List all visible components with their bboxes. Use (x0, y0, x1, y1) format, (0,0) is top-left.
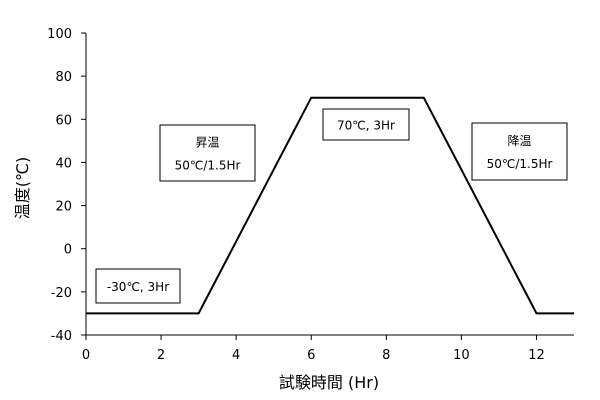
y-tick-label: 20 (55, 200, 72, 215)
x-tick-label: 6 (307, 348, 315, 363)
x-tick-label: 2 (157, 348, 165, 363)
annotation-ramp-up: 昇温 50℃/1.5Hr (160, 125, 255, 181)
annotation-label: 70℃, 3Hr (337, 119, 395, 133)
annotation-label: 50℃/1.5Hr (487, 157, 553, 171)
y-tick-label: 60 (55, 113, 72, 128)
y-tick-label: 80 (55, 70, 72, 85)
x-tick-label: 0 (82, 348, 90, 363)
y-tick-label: 100 (47, 27, 72, 42)
y-tick-label: -40 (51, 329, 72, 344)
y-tick-label: 0 (64, 243, 72, 258)
y-tick-label: -20 (51, 286, 72, 301)
annotation-label: 昇温 (195, 136, 219, 150)
annotation-hot-hold: 70℃, 3Hr (323, 109, 409, 140)
annotation-label: 50℃/1.5Hr (175, 159, 241, 173)
annotation-box (472, 123, 567, 180)
x-tick-label: 12 (528, 348, 545, 363)
y-tick-label: 40 (55, 156, 72, 171)
y-axis-title: 温度(℃) (13, 157, 32, 219)
x-tick-label: 8 (382, 348, 390, 363)
annotation-ramp-down: 降温 50℃/1.5Hr (472, 123, 567, 180)
annotation-cold-hold: -30℃, 3Hr (96, 269, 180, 303)
x-tick-label: 4 (232, 348, 240, 363)
annotation-label: -30℃, 3Hr (107, 280, 169, 294)
x-axis-title: 試験時間 (Hr) (279, 373, 379, 392)
x-tick-label: 10 (453, 348, 470, 363)
annotation-label: 降温 (507, 134, 531, 148)
annotation-box (160, 125, 255, 181)
